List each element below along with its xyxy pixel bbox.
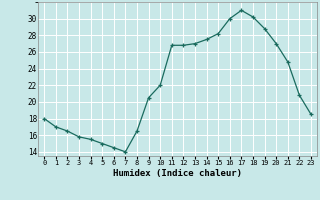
X-axis label: Humidex (Indice chaleur): Humidex (Indice chaleur) — [113, 169, 242, 178]
